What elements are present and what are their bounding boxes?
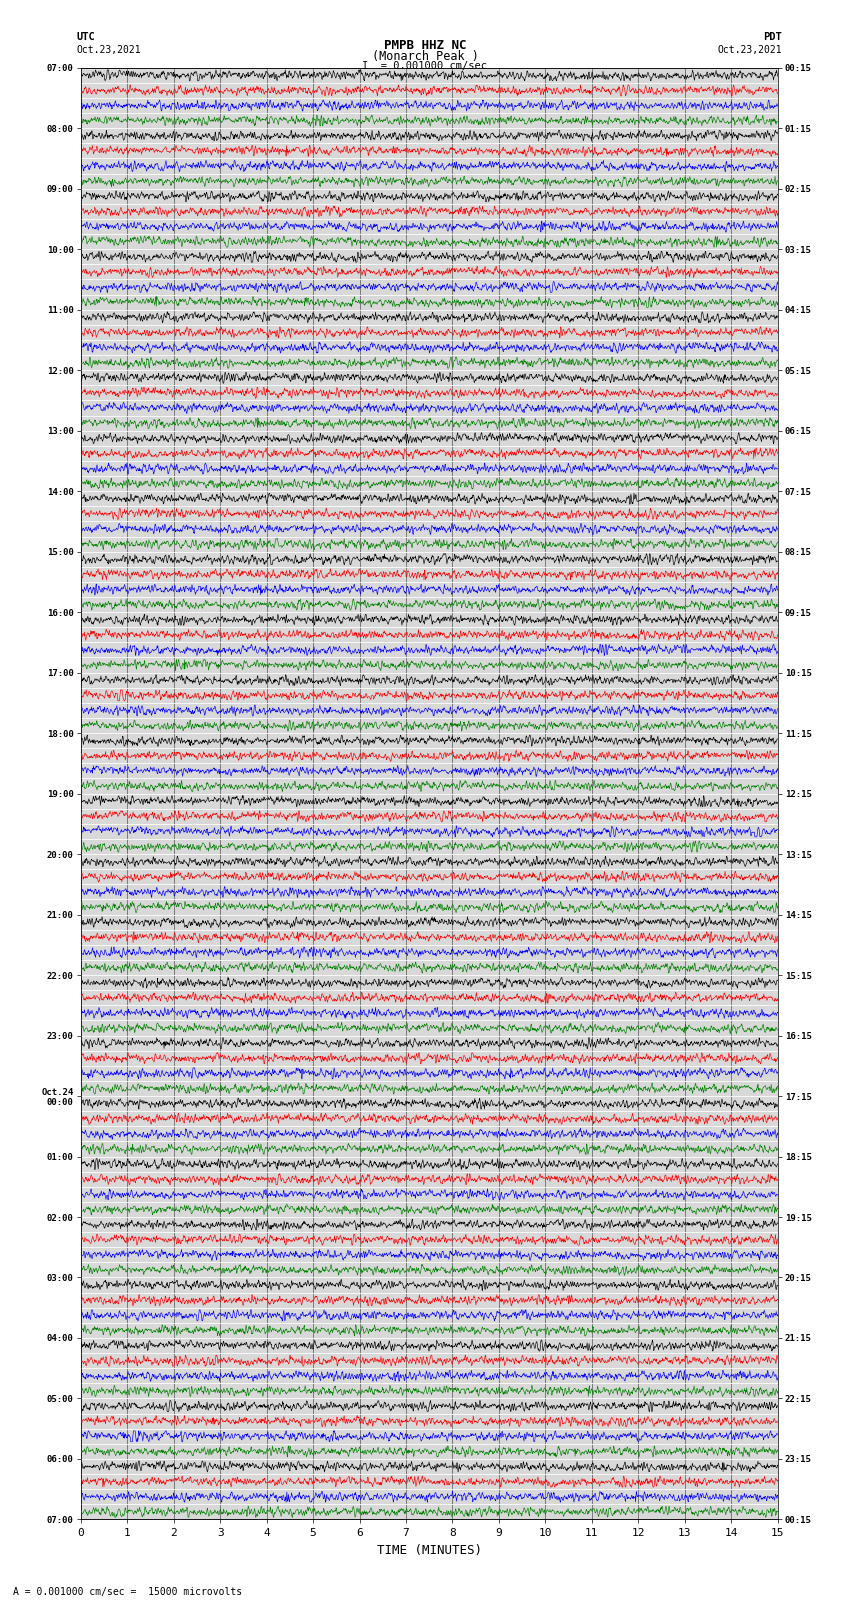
Text: PMPB HHZ NC: PMPB HHZ NC <box>383 39 467 52</box>
Text: Oct.23,2021: Oct.23,2021 <box>76 45 141 55</box>
Text: (Monarch Peak ): (Monarch Peak ) <box>371 50 479 63</box>
X-axis label: TIME (MINUTES): TIME (MINUTES) <box>377 1544 482 1557</box>
Text: Oct.23,2021: Oct.23,2021 <box>717 45 782 55</box>
Text: UTC: UTC <box>76 32 95 42</box>
Text: PDT: PDT <box>763 32 782 42</box>
Text: I  = 0.001000 cm/sec: I = 0.001000 cm/sec <box>362 61 488 71</box>
Text: A = 0.001000 cm/sec =  15000 microvolts: A = 0.001000 cm/sec = 15000 microvolts <box>13 1587 242 1597</box>
